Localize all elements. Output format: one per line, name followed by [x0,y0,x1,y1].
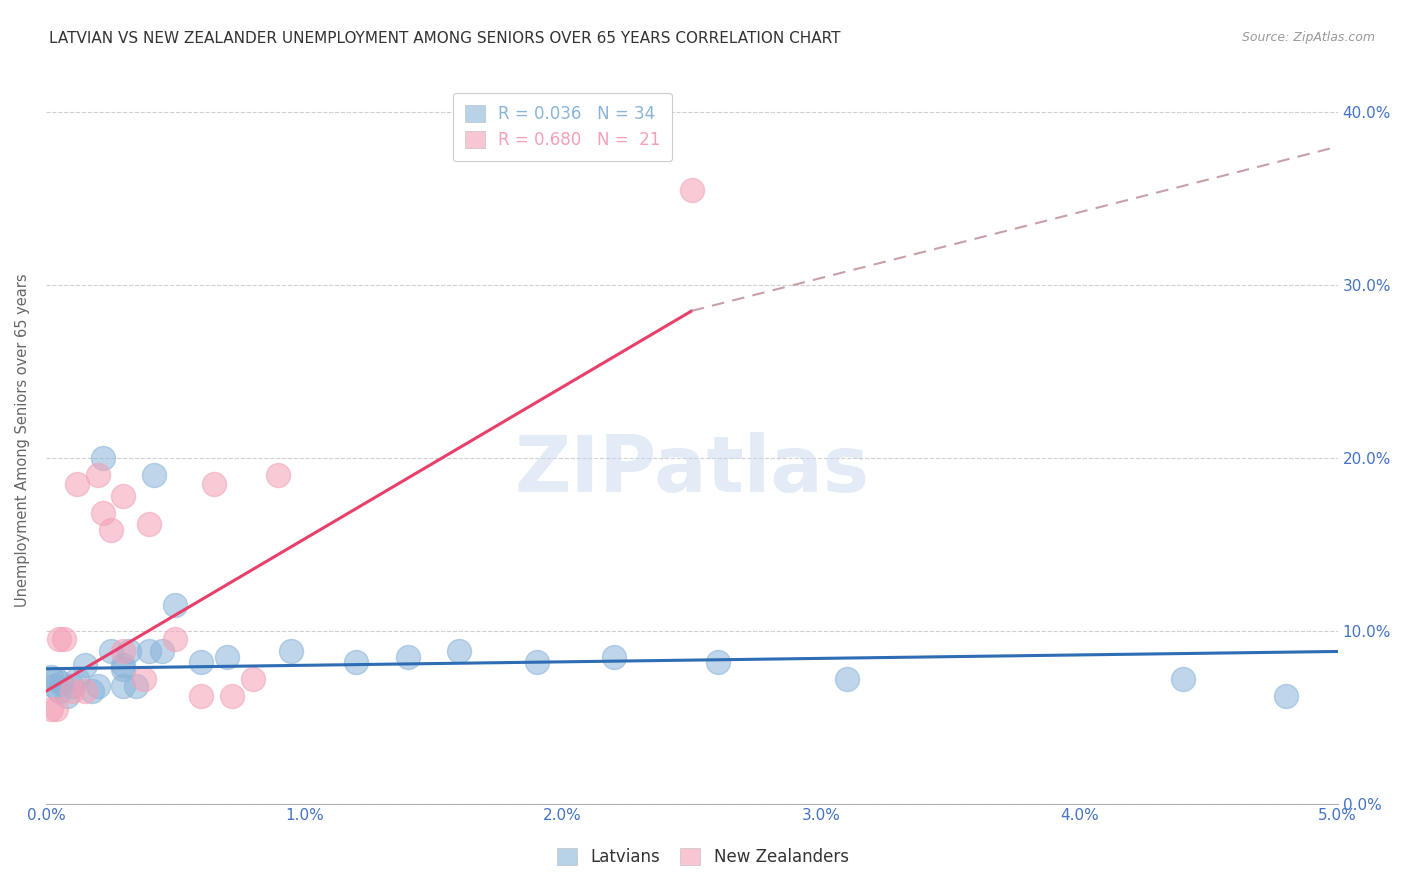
Point [48,684,70,698]
Point [526,655,548,669]
Point [45,672,67,686]
Point [215,649,238,664]
Point [267,468,290,483]
Point [280,644,302,658]
Point [51,675,73,690]
Point [190,690,212,704]
Legend: Latvians, New Zealanders: Latvians, New Zealanders [548,840,858,875]
Point [91,450,114,465]
Point [1171,672,1194,686]
Point [100,524,122,538]
Point [112,489,135,503]
Point [86,468,108,483]
Legend: R = 0.036   N = 34, R = 0.680   N =  21: R = 0.036 N = 34, R = 0.680 N = 21 [453,93,672,161]
Point [42,679,65,693]
Point [86,679,108,693]
Point [242,672,264,686]
Point [60,684,83,698]
Point [134,672,156,686]
Point [202,476,225,491]
Point [165,598,187,612]
Point [39,701,62,715]
Point [125,679,148,693]
Point [82,684,104,698]
Point [53,632,76,647]
Point [221,690,243,704]
Point [1275,690,1298,704]
Point [112,644,135,658]
Point [45,701,67,715]
Point [112,658,135,673]
Point [603,649,626,664]
Point [112,662,135,676]
Point [55,690,77,704]
Point [150,644,173,658]
Point [117,644,139,658]
Text: LATVIAN VS NEW ZEALANDER UNEMPLOYMENT AMONG SENIORS OVER 65 YEARS CORRELATION CH: LATVIAN VS NEW ZEALANDER UNEMPLOYMENT AM… [49,31,841,46]
Y-axis label: Unemployment Among Seniors over 65 years: Unemployment Among Seniors over 65 years [15,274,30,607]
Point [66,476,89,491]
Point [143,468,166,483]
Point [138,516,160,531]
Point [60,679,83,693]
Point [48,632,70,647]
Text: ZIPatlas: ZIPatlas [515,432,869,508]
Point [73,684,96,698]
Point [396,649,419,664]
Point [449,644,471,658]
Point [112,679,135,693]
Point [681,183,703,197]
Point [100,644,122,658]
Point [344,655,367,669]
Point [39,670,62,684]
Point [66,672,89,686]
Point [73,658,96,673]
Point [190,655,212,669]
Point [165,632,187,647]
Point [138,644,160,658]
Point [706,655,728,669]
Point [835,672,858,686]
Point [91,506,114,520]
Text: Source: ZipAtlas.com: Source: ZipAtlas.com [1241,31,1375,45]
